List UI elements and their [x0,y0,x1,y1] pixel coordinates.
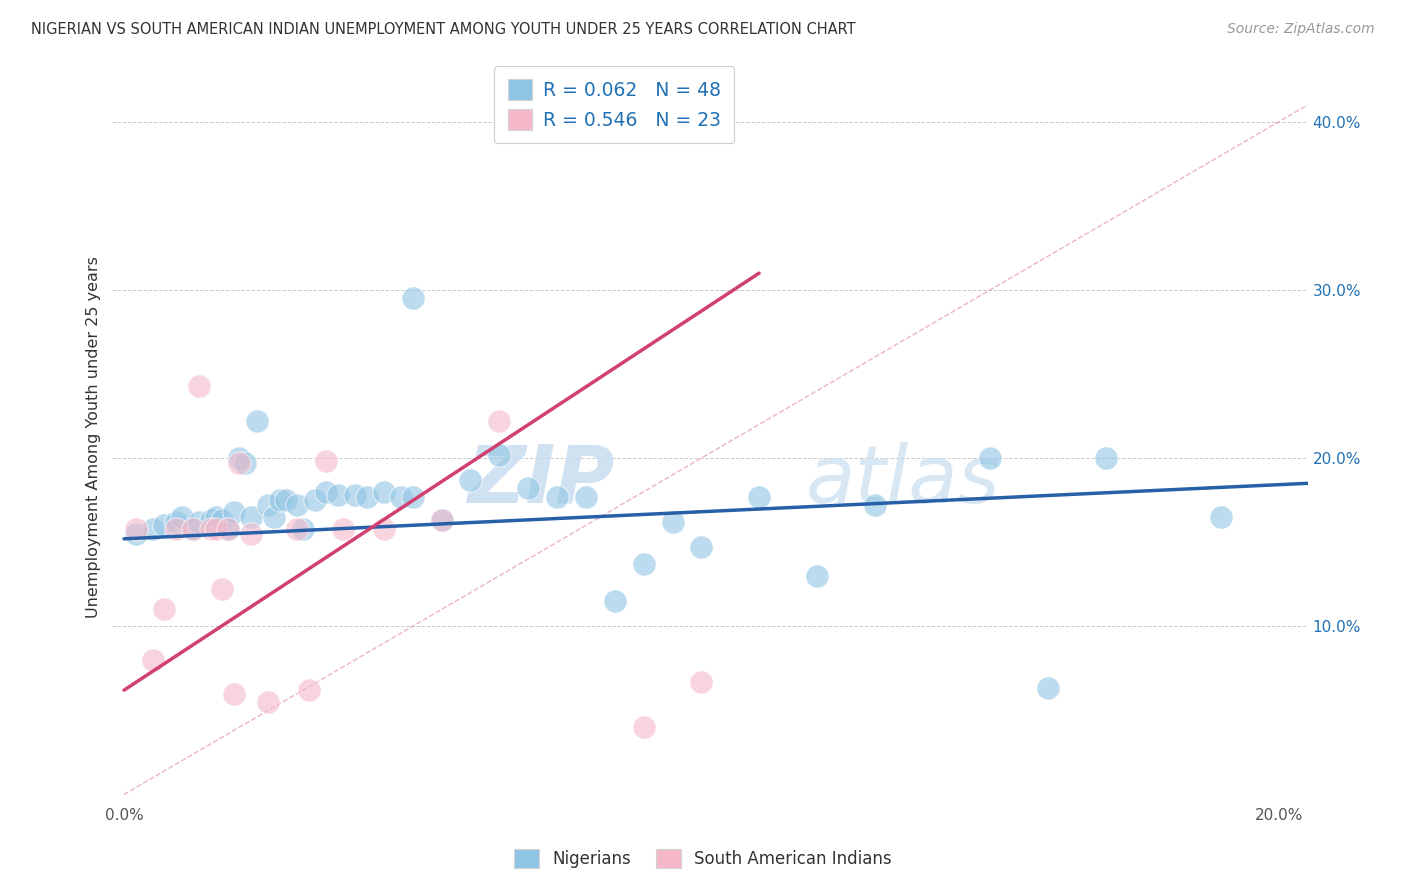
Point [217,522,239,536]
Point [315,454,337,468]
Point [257,498,280,512]
Point [661,515,683,529]
Point [402,490,425,504]
Point [240,526,263,541]
Point [332,522,354,536]
Point [389,490,412,504]
Point [170,510,193,524]
Point [222,686,245,700]
Point [217,522,239,536]
Point [274,493,297,508]
Point [142,653,165,667]
Point [181,522,204,536]
Point [1094,451,1116,466]
Point [979,451,1001,466]
Point [222,505,245,519]
Legend: R = 0.062   N = 48, R = 0.546   N = 23: R = 0.062 N = 48, R = 0.546 N = 23 [495,66,734,143]
Point [200,513,222,527]
Point [460,473,482,487]
Point [343,488,366,502]
Point [211,513,233,527]
Point [633,557,655,571]
Point [228,451,250,466]
Y-axis label: Unemployment Among Youth under 25 years: Unemployment Among Youth under 25 years [86,256,101,618]
Point [690,674,713,689]
Point [165,522,187,536]
Point [124,522,146,536]
Point [257,695,280,709]
Point [863,498,886,512]
Point [575,490,598,504]
Point [205,522,228,536]
Point [285,522,308,536]
Point [806,569,828,583]
Text: Source: ZipAtlas.com: Source: ZipAtlas.com [1227,22,1375,37]
Point [285,498,308,512]
Point [633,720,655,734]
Point [153,602,176,616]
Point [188,515,211,529]
Text: ZIP: ZIP [467,442,614,520]
Point [269,493,291,508]
Point [748,490,770,504]
Point [304,493,326,508]
Point [240,510,263,524]
Point [228,456,250,470]
Text: atlas: atlas [806,442,1001,520]
Point [1036,681,1059,696]
Point [356,490,378,504]
Point [315,484,337,499]
Point [326,488,349,502]
Point [517,481,540,495]
Point [205,510,228,524]
Point [153,518,176,533]
Point [298,683,321,698]
Text: NIGERIAN VS SOUTH AMERICAN INDIAN UNEMPLOYMENT AMONG YOUTH UNDER 25 YEARS CORREL: NIGERIAN VS SOUTH AMERICAN INDIAN UNEMPL… [31,22,856,37]
Point [603,594,626,608]
Point [246,414,269,428]
Point [188,379,211,393]
Point [142,522,165,536]
Point [233,456,256,470]
Point [165,515,187,529]
Point [402,291,425,305]
Point [292,522,315,536]
Point [488,448,510,462]
Point [200,522,222,536]
Point [488,414,510,428]
Point [373,522,395,536]
Point [263,510,285,524]
Point [430,513,453,527]
Point [124,526,146,541]
Legend: Nigerians, South American Indians: Nigerians, South American Indians [508,843,898,875]
Point [373,484,395,499]
Point [690,540,713,554]
Point [211,582,233,597]
Point [181,522,204,536]
Point [1209,510,1232,524]
Point [430,513,453,527]
Point [546,490,568,504]
